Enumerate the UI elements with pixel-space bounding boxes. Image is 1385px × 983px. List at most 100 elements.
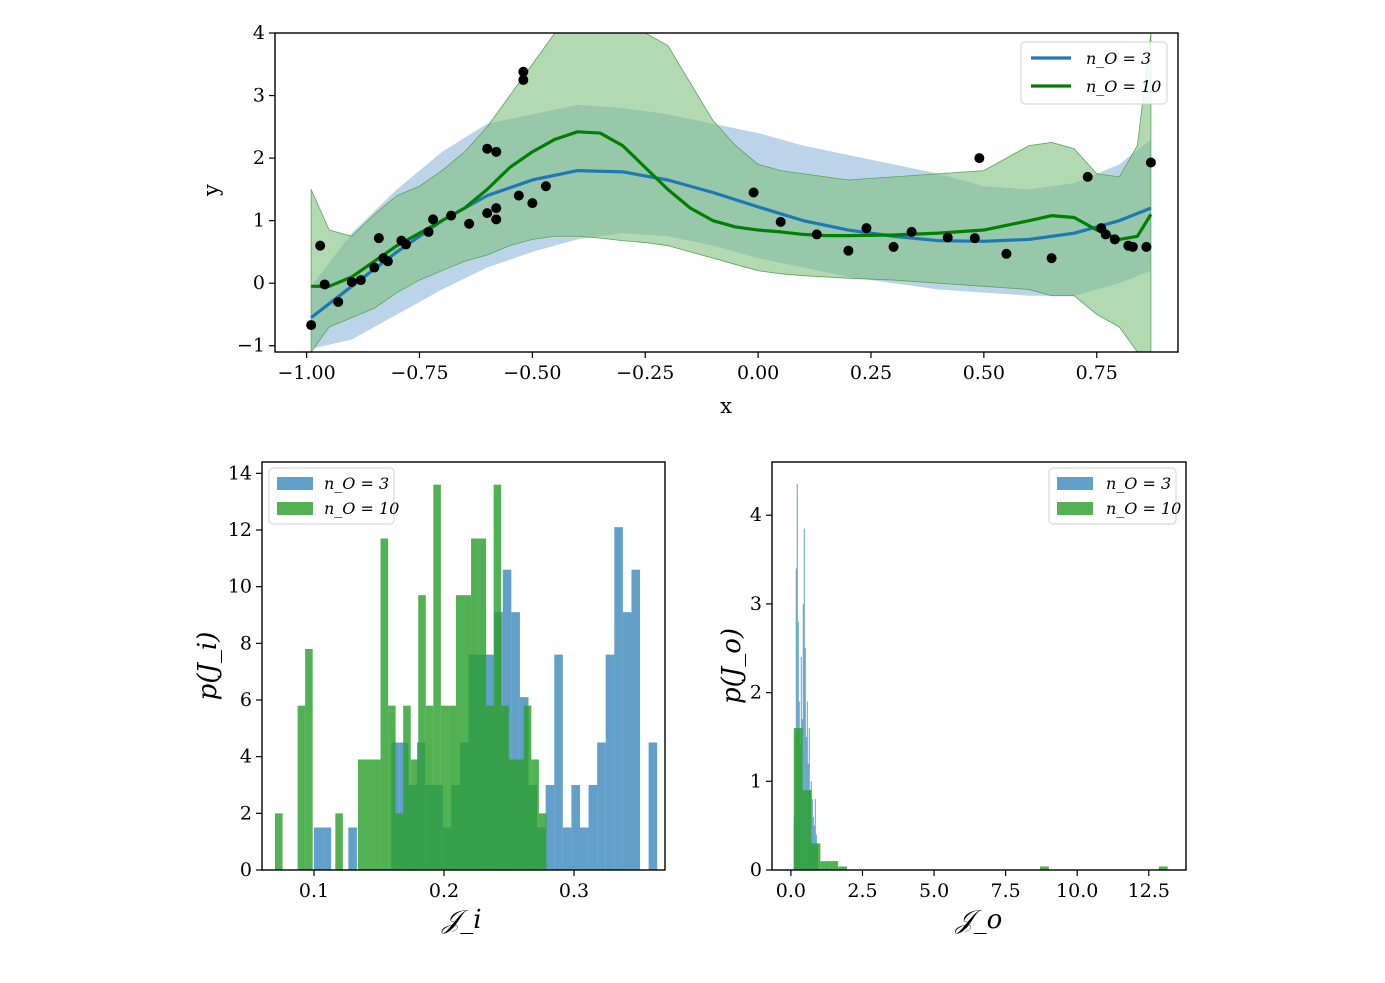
hist-jo-y-ticks: 0 1 2 3 4 <box>750 504 772 881</box>
hist-jo-legend: n_O = 3 n_O = 10 <box>1048 467 1181 525</box>
gp-fit-xtick-label: 0.50 <box>963 362 1005 384</box>
hist-jo-bar-10 <box>838 866 848 870</box>
hist-ji-frame <box>261 461 666 871</box>
hist-ji-bar-10 <box>433 484 441 870</box>
hist-ji-bar-3 <box>511 612 520 870</box>
observation-point <box>527 198 538 209</box>
hist-ji-bar-10 <box>305 649 313 870</box>
observation-point <box>1046 253 1057 264</box>
gp-fit-y-ticks: −1 0 1 2 3 4 <box>237 22 275 357</box>
hist-jo-ytick-label: 1 <box>750 770 762 792</box>
gp-fit-ytick-label: 3 <box>253 85 265 107</box>
gp-fit-ytick-label: 2 <box>253 147 265 169</box>
observation-point <box>513 190 524 201</box>
observation-point <box>464 218 475 229</box>
hist-ji-bar-10 <box>418 595 426 870</box>
hist-ji-x-label: 𝒥_i <box>440 905 481 935</box>
observation-point <box>1001 248 1012 259</box>
hist-ji-ytick-label: 12 <box>228 519 252 541</box>
hist-ji-xtick-label: 0.2 <box>429 880 459 902</box>
hist-ji-bar-10 <box>395 813 404 870</box>
observation-point <box>400 239 411 250</box>
hist-jo-bar-3 <box>811 799 813 870</box>
hist-jo-bar-10 <box>811 843 821 870</box>
hist-jo-xtick-label: 12.5 <box>1128 880 1170 902</box>
gp-fit-x-ticks: −1.00 −0.75 −0.50 −0.25 0.00 0.25 0.50 0.75 <box>277 352 1118 384</box>
observation-point <box>888 241 899 252</box>
hist-jo-ytick-label: 3 <box>750 593 762 615</box>
hist-ji-bar-3 <box>588 785 598 870</box>
hist-ji-bar-10 <box>357 759 366 870</box>
hist-jo-legend-swatch-3 <box>1057 477 1093 490</box>
hist-ji-xtick-label: 0.1 <box>299 880 329 902</box>
hist-jo-xtick-label: 0.0 <box>776 880 806 902</box>
gp-fit-plot: −1.00 −0.75 −0.50 −0.25 0.00 0.25 0.50 0.75 −1 0… <box>199 22 1179 418</box>
hist-jo-frame <box>771 461 1187 871</box>
hist-jo-bar-10 <box>793 728 803 870</box>
observation-point <box>491 214 502 225</box>
hist-ji-bar-10 <box>463 595 472 870</box>
observation-point <box>906 226 917 237</box>
observation-point <box>428 214 439 225</box>
hist-jo-xtick-label: 10.0 <box>1056 880 1098 902</box>
hist-jo-plot: 0.0 2.5 5.0 7.5 10.0 12.5 0 1 2 3 4 𝒥_o p(J_o) n_… <box>717 461 1187 935</box>
observation-point <box>423 226 434 237</box>
observation-point <box>1082 171 1093 182</box>
gp-fit-xtick-label: 0.00 <box>737 362 779 384</box>
observation-point <box>518 74 529 85</box>
hist-ji-bar-3 <box>579 827 589 870</box>
observation-point <box>518 66 529 77</box>
observation-point <box>974 153 985 164</box>
hist-ji-legend-label-3: n_O = 3 <box>324 474 389 493</box>
hist-ji-bar-10 <box>448 705 456 870</box>
hist-ji-bar-10 <box>410 759 419 870</box>
observation-point <box>1127 241 1138 252</box>
hist-ji-bar-10 <box>508 759 517 870</box>
hist-ji-bar-3 <box>597 742 606 870</box>
observation-point <box>319 279 330 290</box>
hist-ji-x-ticks: 0.1 0.2 0.3 <box>299 870 589 902</box>
hist-jo-y-label: p(J_o) <box>717 628 747 704</box>
hist-jo-bar-10 <box>1158 866 1168 870</box>
observation-point <box>482 143 493 154</box>
hist-jo-xtick-label: 7.5 <box>991 880 1021 902</box>
gp-fit-xtick-label: 0.75 <box>1076 362 1118 384</box>
observation-point <box>369 262 380 273</box>
hist-jo-ytick-label: 0 <box>750 859 762 881</box>
gp-fit-ytick-label: −1 <box>237 335 265 357</box>
observation-point <box>1109 234 1120 245</box>
hist-ji-bar-10 <box>486 705 494 870</box>
hist-jo-bar-10 <box>829 861 839 870</box>
gp-fit-legend-label-3: n_O = 3 <box>1086 49 1151 68</box>
hist-ji-bar-10 <box>538 813 547 870</box>
gp-fit-xtick-label: −0.25 <box>616 362 674 384</box>
observation-point <box>1145 157 1156 168</box>
hist-ji-y-ticks: 0 2 4 6 8 10 12 14 <box>228 462 262 881</box>
hist-jo-bar-3 <box>796 484 798 870</box>
hist-ji-legend-swatch-10 <box>277 502 313 515</box>
hist-ji-ytick-label: 8 <box>240 632 252 654</box>
hist-ji-bar-10 <box>455 595 464 870</box>
observation-point <box>315 240 326 251</box>
hist-jo-xtick-label: 5.0 <box>919 880 949 902</box>
hist-ji-ytick-label: 10 <box>228 576 252 598</box>
observation-point <box>333 296 344 307</box>
gp-fit-legend: n_O = 3 n_O = 10 <box>1020 41 1168 105</box>
observation-point <box>811 229 822 240</box>
hist-ji-bar-3 <box>554 654 563 870</box>
observation-point <box>491 203 502 214</box>
hist-jo-x-ticks: 0.0 2.5 5.0 7.5 10.0 12.5 <box>776 870 1170 902</box>
observation-point <box>491 146 502 157</box>
hist-jo-legend-label-10: n_O = 10 <box>1106 499 1181 518</box>
observation-point <box>861 223 872 234</box>
gp-fit-xtick-label: −0.50 <box>503 362 561 384</box>
hist-ji-bar-10 <box>440 705 449 870</box>
observation-point <box>540 181 551 192</box>
observation-point <box>482 208 493 219</box>
observation-point <box>373 233 384 244</box>
hist-jo-bar-3 <box>814 799 816 870</box>
observation-point <box>306 320 317 331</box>
gp-fit-ytick-label: 4 <box>253 22 265 44</box>
hist-ji-bar-10 <box>365 759 374 870</box>
